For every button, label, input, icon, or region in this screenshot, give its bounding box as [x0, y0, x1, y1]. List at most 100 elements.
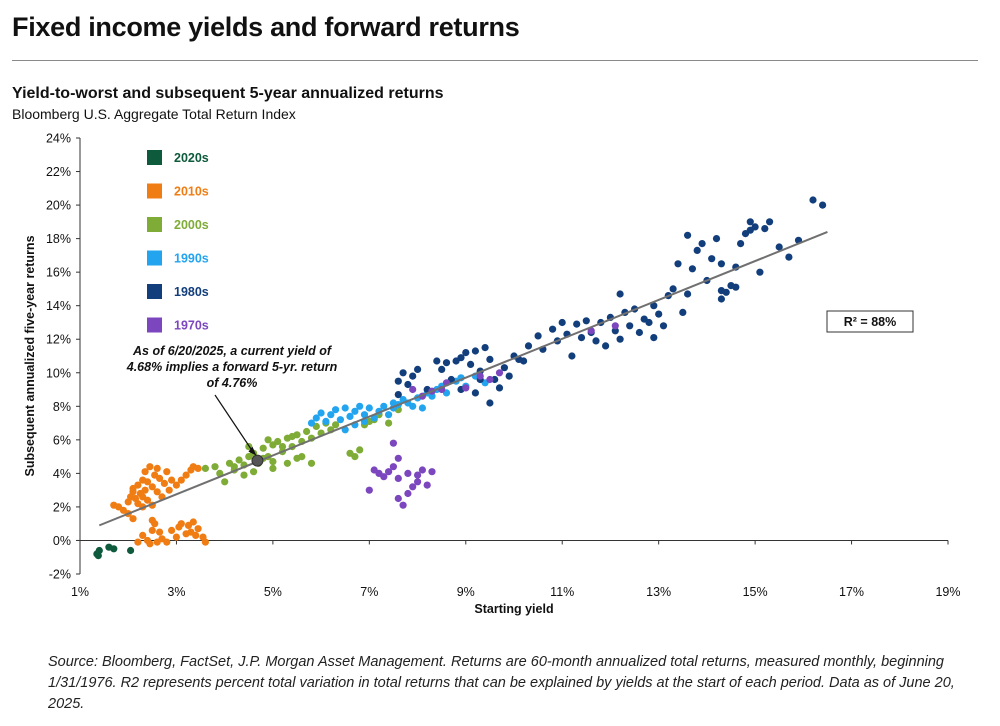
point-1980s [756, 268, 764, 276]
y-tick-label: 22% [46, 165, 71, 179]
point-1970s [428, 468, 436, 476]
point-1990s [346, 412, 354, 420]
legend-swatch-1990s [147, 250, 162, 266]
point-1980s [481, 344, 489, 352]
point-2010s [146, 463, 154, 471]
point-1980s [438, 365, 446, 373]
legend-swatch-2010s [147, 183, 162, 199]
point-1970s [399, 501, 407, 509]
point-1980s [394, 377, 402, 385]
legend-label-1970s: 1970s [174, 319, 209, 333]
point-2010s [168, 526, 176, 535]
series-1970s [365, 322, 619, 509]
y-tick-label: 14% [46, 299, 71, 313]
point-2010s [194, 525, 202, 533]
point-2000s [332, 421, 340, 429]
point-2000s [293, 454, 301, 462]
x-tick-label: 17% [839, 585, 864, 599]
point-2000s [278, 443, 287, 451]
point-1980s [611, 327, 619, 335]
point-1980s [650, 334, 658, 342]
point-2010s [168, 476, 176, 484]
point-1980s [659, 322, 668, 330]
point-1970s [414, 478, 422, 486]
data-points [93, 196, 828, 560]
point-1980s [712, 235, 721, 243]
point-1980s [500, 364, 508, 372]
point-2010s [165, 486, 173, 494]
point-1970s [414, 471, 422, 479]
point-1970s [476, 372, 484, 380]
point-1980s [495, 384, 504, 392]
point-1980s [577, 334, 586, 342]
point-2000s [201, 464, 209, 472]
point-2020s [110, 545, 118, 553]
point-2010s [192, 531, 200, 540]
point-1980s [746, 226, 754, 234]
point-1980s [717, 295, 726, 303]
point-2010s [129, 515, 137, 523]
point-2010s [141, 468, 149, 476]
x-tick-label: 15% [743, 585, 768, 599]
y-axis-title: Subsequent annualized five-year returns [23, 235, 37, 476]
point-1980s [414, 365, 422, 373]
point-1970s [495, 369, 504, 377]
point-1980s [457, 354, 465, 362]
x-tick-label: 11% [550, 585, 574, 599]
series-1980s [394, 196, 827, 407]
point-2010s [148, 526, 156, 535]
point-2000s [264, 436, 272, 444]
y-tick-label: 12% [46, 333, 71, 347]
point-1980s [809, 196, 817, 204]
point-1980s [819, 201, 827, 209]
point-2010s [163, 538, 171, 546]
point-1970s [409, 483, 417, 491]
legend-label-1980s: 1980s [174, 285, 209, 299]
legend: 2020s 2010s 2000s 1990s 1980s 1970s [147, 150, 209, 333]
point-2010s [189, 518, 197, 526]
point-2000s [288, 432, 296, 441]
annotation-arrowhead [248, 446, 257, 456]
point-2010s [148, 516, 156, 524]
point-1990s [322, 417, 330, 425]
point-1980s [404, 380, 412, 389]
point-2010s [177, 520, 185, 528]
point-2010s [153, 488, 161, 496]
legend-swatch-2000s [147, 217, 162, 232]
series-2020s [93, 543, 135, 560]
point-1980s [674, 260, 682, 268]
current-yield-marker [251, 454, 264, 467]
point-1980s [635, 328, 644, 337]
y-tick-label: 10% [46, 366, 71, 380]
point-1980s [655, 310, 663, 318]
point-1980s [505, 372, 513, 380]
point-1990s [327, 411, 335, 419]
point-1980s [534, 332, 542, 340]
point-1980s [698, 240, 706, 248]
point-1970s [486, 375, 494, 384]
y-tick-label: 20% [46, 199, 71, 213]
y-tick-label: 24% [46, 132, 71, 146]
point-1980s [693, 246, 701, 254]
point-1970s [418, 466, 426, 474]
point-1980s [467, 360, 475, 368]
x-tick-label: 9% [457, 585, 475, 599]
point-1980s [645, 318, 653, 327]
point-1970s [404, 469, 412, 477]
r-squared-box [826, 310, 914, 333]
point-2010s [153, 464, 161, 472]
point-1980s [708, 255, 716, 263]
point-1990s [341, 404, 349, 412]
annotation-layer: As of 6/20/2025, a current yield of 4.68%… [126, 310, 914, 456]
point-2010s [139, 531, 147, 540]
point-2000s [250, 468, 258, 476]
chart-subtitle: Bloomberg U.S. Aggregate Total Return In… [12, 106, 296, 122]
point-1990s [365, 404, 373, 412]
point-1990s [356, 402, 364, 410]
point-1980s [785, 253, 793, 261]
point-1980s [409, 372, 417, 380]
point-1990s [332, 406, 340, 414]
point-1980s [679, 308, 687, 316]
x-axis-title: Starting yield [474, 602, 553, 616]
r-squared-label: R² = 88% [844, 315, 896, 329]
